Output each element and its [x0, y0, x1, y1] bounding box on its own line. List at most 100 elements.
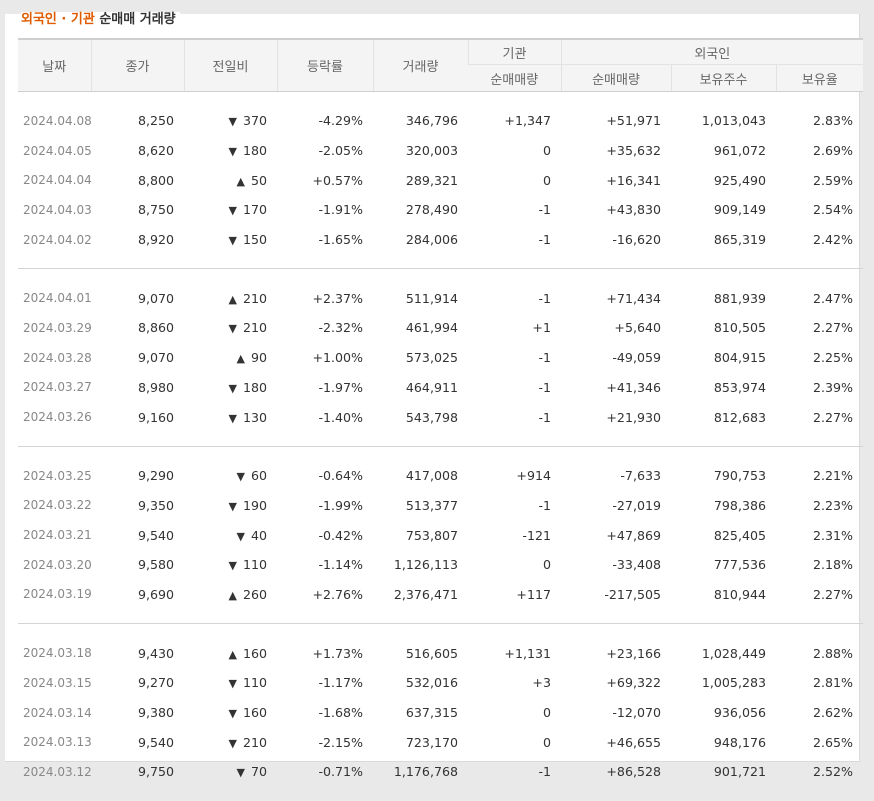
spacer-cell — [18, 92, 863, 107]
holdings-cell: 1,028,449 — [701, 645, 766, 661]
institution-net-cell: +3 — [532, 675, 551, 691]
ratio-cell: 2.27% — [813, 409, 854, 425]
ratio-cell: 2.59% — [813, 172, 854, 188]
rate-cell: -0.42% — [318, 527, 363, 543]
change-cell: ▼ 180 — [184, 373, 277, 403]
change-value: 40 — [250, 527, 267, 543]
institution-net-cell: -1 — [538, 202, 551, 218]
change-value: 260 — [242, 586, 267, 602]
change-value: 150 — [242, 232, 267, 248]
date-cell: 2024.03.14 — [23, 705, 92, 720]
rate-cell: -1.97% — [318, 379, 363, 395]
date-cell: 2024.04.05 — [23, 143, 92, 158]
close-cell: 9,270 — [137, 675, 174, 691]
foreign-net-cell: +16,341 — [606, 172, 661, 188]
institution-net-cell: 0 — [542, 734, 551, 750]
institution-net-cell: 0 — [542, 557, 551, 573]
rate-cell: -1.17% — [318, 675, 363, 691]
rate-cell: -1.68% — [318, 705, 363, 721]
institution-net-cell: +1 — [532, 320, 551, 336]
trading-panel: 외국인 · 기관 순매매 거래량 날짜 종가 전일비 등락률 거래량 기관 외국… — [5, 12, 864, 779]
holdings-cell: 798,386 — [713, 497, 766, 513]
change-value: 210 — [242, 320, 267, 336]
institution-net-cell: -1 — [538, 350, 551, 366]
rate-cell: -1.91% — [318, 202, 363, 218]
group-spacer — [18, 432, 863, 447]
volume-cell: 464,911 — [405, 379, 458, 395]
table-row: 2024.03.13 9,540 ▼ 210 -2.15% 723,170 0 +46,655… — [18, 727, 863, 757]
down-triangle-icon: ▼ — [236, 470, 245, 484]
table-row: 2024.04.05 8,620 ▼ 180 -2.05% 320,003 0 +35,632… — [18, 136, 863, 166]
close-cell: 8,750 — [137, 202, 174, 218]
up-triangle-icon: ▲ — [228, 647, 237, 661]
holdings-cell: 865,319 — [713, 232, 766, 248]
institution-net-cell: 0 — [542, 172, 551, 188]
change-cell: ▼ 370 — [184, 106, 277, 136]
spacer-cell — [18, 254, 863, 269]
holdings-cell: 909,149 — [713, 202, 766, 218]
holdings-cell: 825,405 — [713, 527, 766, 543]
institution-net-cell: +117 — [516, 586, 551, 602]
holdings-cell: 810,944 — [713, 586, 766, 602]
ratio-cell: 2.31% — [813, 527, 854, 543]
foreign-net-cell: -27,019 — [612, 497, 661, 513]
table-row: 2024.03.22 9,350 ▼ 190 -1.99% 513,377 -1 -27,01… — [18, 491, 863, 521]
rate-cell: -4.29% — [318, 113, 363, 129]
date-cell: 2024.03.20 — [23, 557, 92, 572]
change-cell: ▼ 60 — [184, 461, 277, 491]
change-cell: ▲ 50 — [184, 165, 277, 195]
holdings-cell: 804,915 — [713, 350, 766, 366]
volume-cell: 284,006 — [405, 232, 458, 248]
volume-cell: 573,025 — [405, 350, 458, 366]
col-rate: 등락률 — [276, 38, 373, 92]
down-triangle-icon: ▼ — [228, 559, 237, 573]
close-cell: 9,380 — [137, 705, 174, 721]
rate-cell: +2.37% — [312, 290, 363, 306]
change-value: 210 — [242, 290, 267, 306]
rate-cell: -2.15% — [318, 734, 363, 750]
date-cell: 2024.03.15 — [23, 675, 92, 690]
volume-cell: 513,377 — [405, 497, 458, 513]
volume-cell: 346,796 — [405, 113, 458, 129]
down-triangle-icon: ▼ — [236, 766, 245, 780]
table-row: 2024.03.25 9,290 ▼ 60 -0.64% 417,008 +914 -7,63… — [18, 461, 863, 491]
change-cell: ▼ 210 — [184, 313, 277, 343]
holdings-cell: 853,974 — [713, 379, 766, 395]
change-cell: ▼ 110 — [184, 550, 277, 580]
foreign-net-cell: +5,640 — [614, 320, 661, 336]
change-cell: ▼ 70 — [184, 757, 277, 787]
table-row: 2024.03.28 9,070 ▲ 90 +1.00% 573,025 -1 -49,059… — [18, 343, 863, 373]
date-cell: 2024.03.26 — [23, 410, 92, 425]
date-cell: 2024.03.21 — [23, 528, 92, 543]
down-triangle-icon: ▼ — [228, 736, 237, 750]
change-cell: ▼ 110 — [184, 668, 277, 698]
group-spacer — [18, 269, 863, 283]
down-triangle-icon: ▼ — [228, 234, 237, 248]
change-value: 160 — [242, 645, 267, 661]
table-row: 2024.03.12 9,750 ▼ 70 -0.71% 1,176,768 -1 +86,5… — [18, 757, 863, 787]
close-cell: 9,070 — [137, 290, 174, 306]
foreign-net-cell: -7,633 — [620, 468, 661, 484]
holdings-cell: 881,939 — [713, 290, 766, 306]
change-value: 180 — [242, 143, 267, 159]
change-value: 190 — [242, 497, 267, 513]
table-row: 2024.03.19 9,690 ▲ 260 +2.76% 2,376,471 +117 -2… — [18, 580, 863, 610]
volume-cell: 637,315 — [405, 705, 458, 721]
foreign-net-cell: -49,059 — [612, 350, 661, 366]
trading-table: 날짜 종가 전일비 등락률 거래량 기관 외국인 순매매량 순매매량 보유주수 … — [18, 38, 864, 801]
rate-cell: +1.00% — [312, 350, 363, 366]
foreign-net-cell: +46,655 — [606, 734, 661, 750]
foreign-net-cell: +43,830 — [606, 202, 661, 218]
table-row: 2024.04.03 8,750 ▼ 170 -1.91% 278,490 -1 +43,83… — [18, 195, 863, 225]
table-row: 2024.03.27 8,980 ▼ 180 -1.97% 464,911 -1 +41,34… — [18, 373, 863, 403]
up-triangle-icon: ▲ — [228, 588, 237, 602]
foreign-net-cell: +51,971 — [606, 113, 661, 129]
title-accent: 외국인 · 기관 — [21, 12, 95, 27]
foreign-net-cell: +21,930 — [606, 409, 661, 425]
ratio-cell: 2.27% — [813, 586, 854, 602]
close-cell: 8,800 — [137, 172, 174, 188]
date-cell: 2024.04.04 — [23, 173, 92, 188]
rate-cell: -1.99% — [318, 497, 363, 513]
close-cell: 9,430 — [137, 645, 174, 661]
foreign-net-cell: +23,166 — [606, 645, 661, 661]
